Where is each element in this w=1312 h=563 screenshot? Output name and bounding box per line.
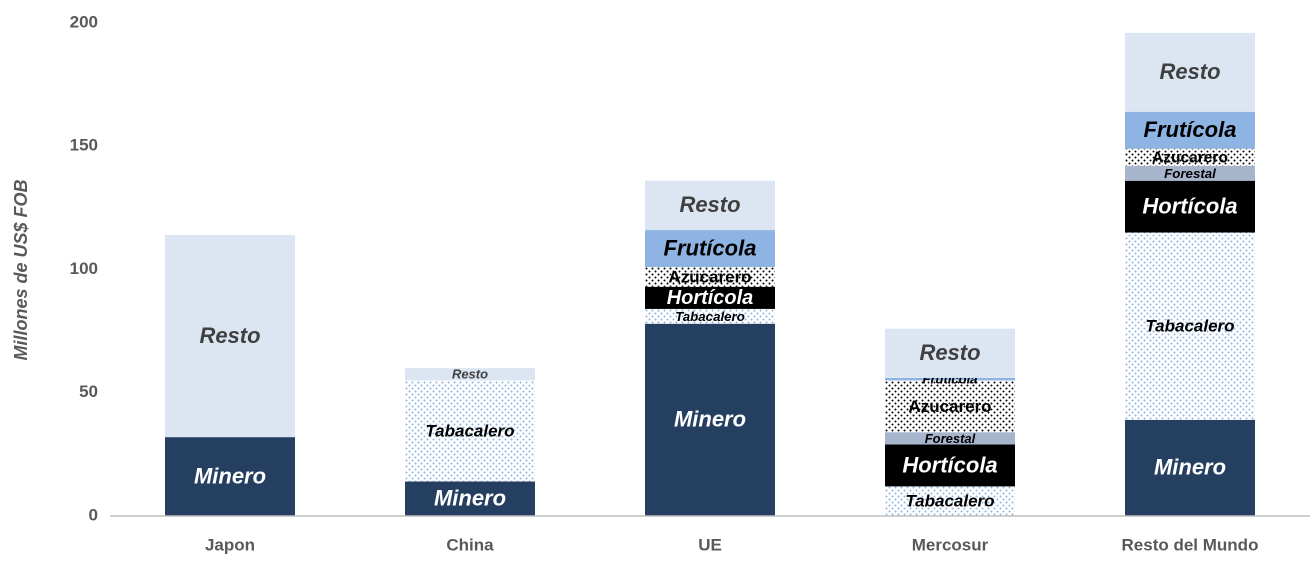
- bar-segment: [1125, 180, 1255, 233]
- bar-segment: [165, 437, 295, 516]
- bar-segment: [405, 380, 535, 482]
- segment-label: Tabacalero: [675, 309, 745, 324]
- segment-label: Forestal: [925, 431, 976, 446]
- x-tick-label: UE: [698, 535, 722, 554]
- bar-segment: [645, 323, 775, 516]
- bar-segment: [1125, 148, 1255, 166]
- bar-segment: [405, 481, 535, 516]
- segment-label: Tabacalero: [1145, 317, 1234, 336]
- bar-segment: [645, 308, 775, 324]
- segment-label: Azucarero: [908, 397, 991, 416]
- bar-segment: [645, 286, 775, 309]
- bar-segment: [1125, 419, 1255, 516]
- segment-label: Azucarero: [668, 267, 751, 286]
- segment-label: Resto: [679, 192, 740, 217]
- segment-label: Minero: [434, 486, 506, 511]
- bar-segment: [885, 486, 1015, 516]
- segment-label: Resto: [919, 340, 980, 365]
- bar-segment: [1125, 32, 1255, 112]
- segment-label: Frutícola: [664, 235, 757, 260]
- segment-label: Hortícola: [667, 287, 753, 309]
- segment-label: Minero: [1154, 455, 1226, 480]
- bar-segment: [405, 368, 535, 381]
- y-tick-label: 100: [70, 259, 98, 278]
- y-tick-label: 50: [79, 382, 98, 401]
- segment-label: Minero: [674, 407, 746, 432]
- bar-segment: [645, 267, 775, 287]
- bar-segment: [885, 328, 1015, 378]
- y-axis-title: Millones de US$ FOB: [11, 179, 31, 360]
- x-tick-label: Resto del Mundo: [1122, 535, 1259, 554]
- bar-segment: [1125, 111, 1255, 149]
- segment-label: Resto: [1159, 59, 1220, 84]
- x-tick-label: China: [446, 535, 494, 554]
- x-tick-label: Japon: [205, 535, 255, 554]
- y-tick-label: 150: [70, 136, 98, 155]
- segment-label: Frutícola: [1144, 117, 1237, 142]
- bar-segment: [645, 230, 775, 268]
- bar-segment: [1125, 165, 1255, 181]
- segment-label: Tabacalero: [905, 492, 994, 511]
- bar-segment: [885, 432, 1015, 445]
- bar-segment: [885, 380, 1015, 433]
- segment-label: Hortícola: [1142, 193, 1237, 218]
- segment-label: Tabacalero: [425, 421, 514, 440]
- bar-segment: [1125, 232, 1255, 420]
- segment-label: Minero: [194, 463, 266, 488]
- y-tick-label: 0: [89, 505, 98, 524]
- segment-label: Resto: [199, 323, 260, 348]
- segment-label: Forestal: [1164, 166, 1216, 181]
- bar-segment: [645, 180, 775, 231]
- bar-segment: [165, 234, 295, 438]
- y-tick-label: 200: [70, 12, 98, 31]
- bar-segment: [885, 377, 1015, 381]
- segment-label: Hortícola: [902, 452, 997, 477]
- x-tick-label: Mercosur: [912, 535, 989, 554]
- bar-segment: [885, 444, 1015, 487]
- segment-label: Azucarero: [1152, 149, 1228, 166]
- segment-label: Resto: [452, 367, 488, 382]
